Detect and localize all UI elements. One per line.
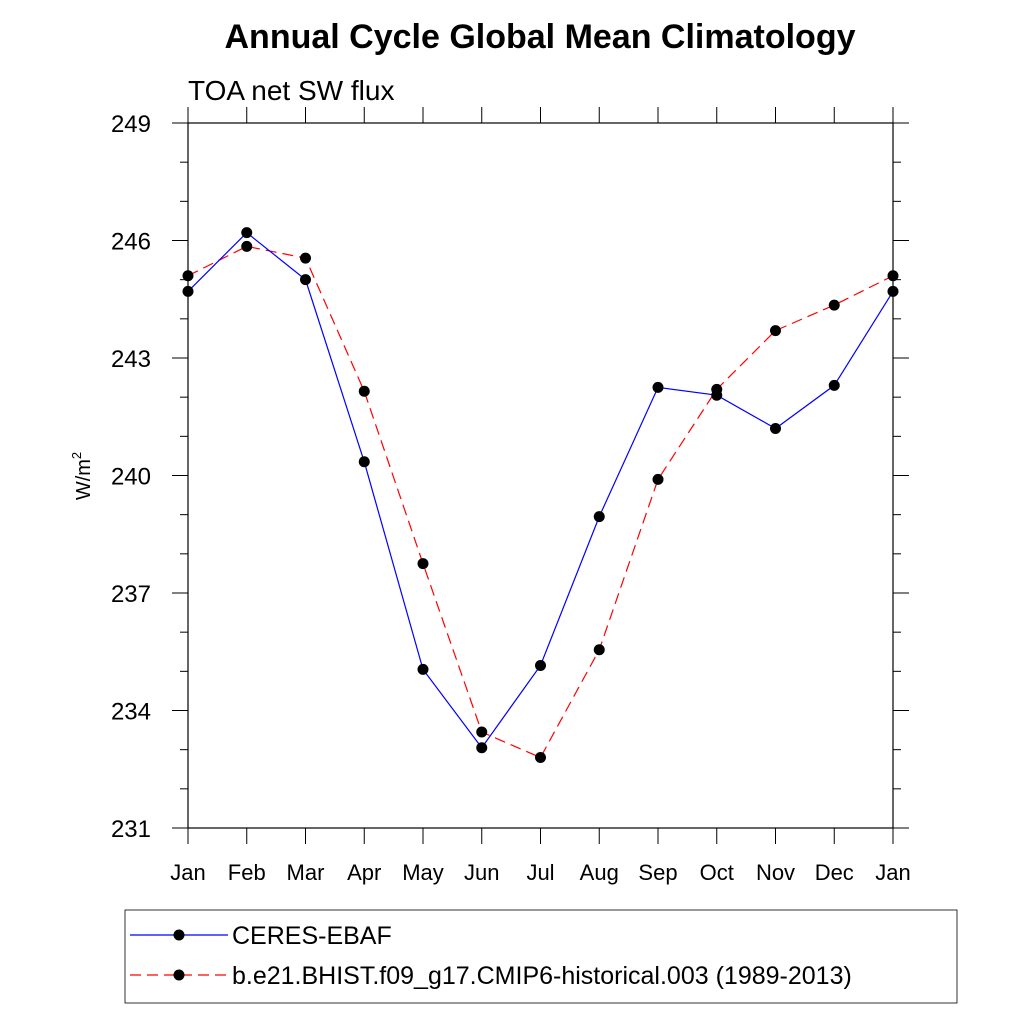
series-2-point	[182, 270, 194, 282]
legend-swatch-marker-1	[173, 929, 185, 941]
series-1-point	[241, 227, 253, 239]
series-1-point	[887, 285, 899, 297]
series-2-point	[417, 558, 429, 570]
series-1-point	[593, 511, 605, 523]
series-2-point	[300, 252, 311, 264]
plot-area	[187, 122, 894, 829]
series-1-point	[182, 285, 194, 297]
x-tick-label: Feb	[228, 860, 266, 885]
x-tick-label: Aug	[580, 860, 619, 885]
legend-label-2: b.e21.BHIST.f09_g17.CMIP6-historical.003…	[232, 962, 852, 990]
x-tick-label: Jan	[170, 860, 205, 885]
series-2-point	[828, 299, 840, 311]
x-tick-label: Jul	[526, 860, 554, 885]
series-1-point	[300, 274, 311, 286]
x-tick-label: Oct	[700, 860, 734, 885]
y-tick-label: 240	[111, 464, 151, 491]
series-2-point	[358, 385, 370, 397]
legend-box	[124, 909, 958, 1004]
series-1-point	[535, 659, 546, 671]
series-1-point	[828, 379, 840, 391]
x-tick-label: Jun	[464, 860, 499, 885]
y-tick-label: 249	[111, 111, 151, 138]
series-1-point	[652, 381, 664, 393]
series-2-point	[535, 752, 546, 763]
y-axis-label-superscript: 2	[69, 452, 84, 459]
x-tick-label: Mar	[287, 860, 325, 885]
series-1-point	[711, 389, 723, 401]
y-axis-label-text: W/m	[73, 459, 95, 500]
series-2-point	[241, 240, 253, 252]
y-tick-label: 237	[111, 581, 151, 608]
chart-subtitle: TOA net SW flux	[188, 75, 394, 106]
series-1-point	[770, 423, 781, 434]
chart-title: Annual Cycle Global Mean Climatology	[225, 18, 856, 56]
y-tick-label: 231	[111, 816, 151, 843]
series-line-2	[187, 245, 894, 759]
x-tick-label: Apr	[347, 860, 381, 885]
plot-frame	[187, 122, 894, 829]
series-layer	[182, 227, 899, 763]
series-2-point	[476, 726, 488, 738]
legend: CERES-EBAF b.e21.BHIST.f09_g17.CMIP6-hist…	[124, 909, 958, 1004]
y-axis-label: W/m2	[69, 452, 95, 500]
x-axis: Jan Feb Mar Apr May Jun Jul Aug Sep Oct Nov Dec Jan	[170, 107, 911, 885]
x-tick-label: Nov	[756, 860, 795, 885]
y-tick-label: 243	[111, 346, 151, 373]
x-tick-label: Sep	[638, 860, 677, 885]
x-tick-label: May	[402, 860, 444, 885]
series-2-point	[652, 473, 664, 485]
series-1-point	[417, 663, 429, 675]
series-2-point	[887, 270, 899, 282]
x-tick-label: Dec	[815, 860, 854, 885]
y-axis: 231 234 237 240 243 246 249	[111, 111, 909, 843]
y-tick-label: 234	[111, 699, 151, 726]
x-tick-label: Jan	[875, 860, 910, 885]
y-tick-label: 246	[111, 229, 151, 256]
series-2-point	[770, 325, 781, 337]
legend-swatch-marker-2	[173, 969, 185, 981]
legend-label-1: CERES-EBAF	[232, 922, 392, 950]
series-1-point	[358, 456, 370, 468]
series-1-point	[476, 742, 488, 754]
series-2-point	[593, 644, 605, 656]
